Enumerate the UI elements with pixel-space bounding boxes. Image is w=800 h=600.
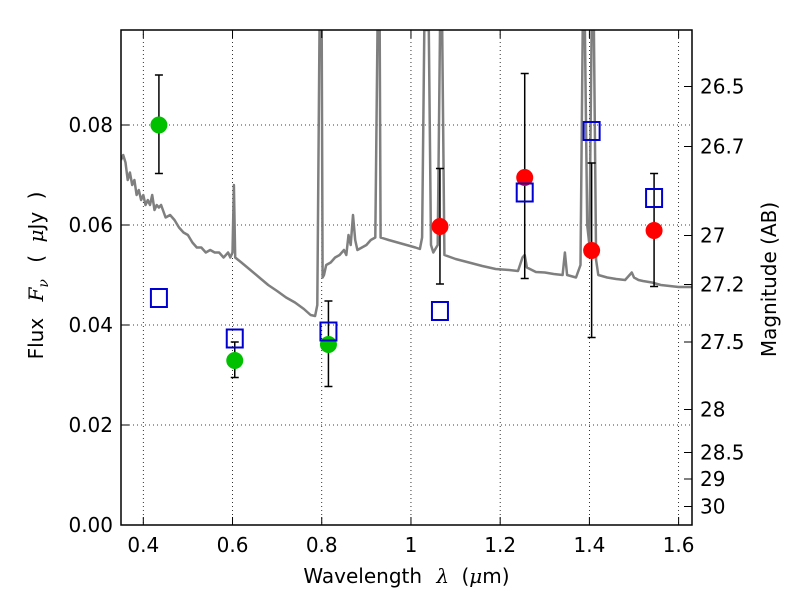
x-tick-label: 1.6 [663, 533, 695, 557]
photometry-point [226, 352, 244, 369]
model-flux-square [645, 188, 664, 208]
y-tick-label: 0.02 [68, 413, 113, 437]
y2-tick-label: 28.5 [700, 441, 745, 465]
x-axis-label: Wavelength λ (μm) [303, 564, 509, 588]
y2-tick-label: 26.5 [700, 75, 745, 99]
y2-tick-label: 29 [700, 467, 725, 491]
grid-lines [121, 30, 692, 525]
y2-axis-label: Magnitude (AB) [757, 202, 781, 357]
photometry-point [645, 222, 663, 239]
x-tick-label: 1.2 [484, 533, 516, 557]
x-tick-label: 0.6 [217, 533, 249, 557]
photometry-point [150, 116, 168, 134]
photometry-point [583, 242, 601, 259]
x-tick-label: 1.4 [573, 533, 605, 557]
model-spectrum [121, 30, 692, 318]
y-tick-label: 0.06 [68, 213, 113, 237]
x-tick-label: 1 [405, 533, 418, 557]
photometry-point [431, 218, 449, 235]
x-tick-label: 0.4 [127, 533, 159, 557]
data-points [149, 72, 664, 388]
model-flux-square [430, 301, 449, 321]
plot-frame [120, 29, 693, 526]
y2-tick-label: 27 [700, 224, 725, 248]
model-flux-square [515, 182, 534, 203]
x-tick-label: 0.8 [306, 533, 338, 557]
y2-tick-label: 26.7 [700, 135, 745, 159]
model-flux-square [225, 328, 244, 349]
model-flux-square [582, 121, 601, 141]
y-tick-label: 0.00 [68, 513, 113, 537]
model-flux-square [149, 288, 168, 308]
model-flux-square [319, 321, 338, 342]
photometry-point [516, 169, 534, 186]
y-tick-label: 0.04 [68, 313, 113, 337]
y-tick-label: 0.08 [68, 113, 113, 137]
y2-tick-label: 28 [700, 398, 725, 422]
axis-ticks: 0.4 0.6 0.8 1 1.2 1.4 1.6 0.00 0.02 0.04 0.06 0.08 2… [68, 30, 745, 557]
y2-tick-label: 27.5 [700, 330, 745, 354]
y-axis-label: Flux Fν ( μJy ) [24, 192, 53, 360]
spectrum-line [121, 30, 692, 318]
photometry-point [319, 336, 337, 353]
y2-tick-label: 30 [700, 495, 725, 519]
y2-tick-label: 27.2 [700, 273, 745, 297]
